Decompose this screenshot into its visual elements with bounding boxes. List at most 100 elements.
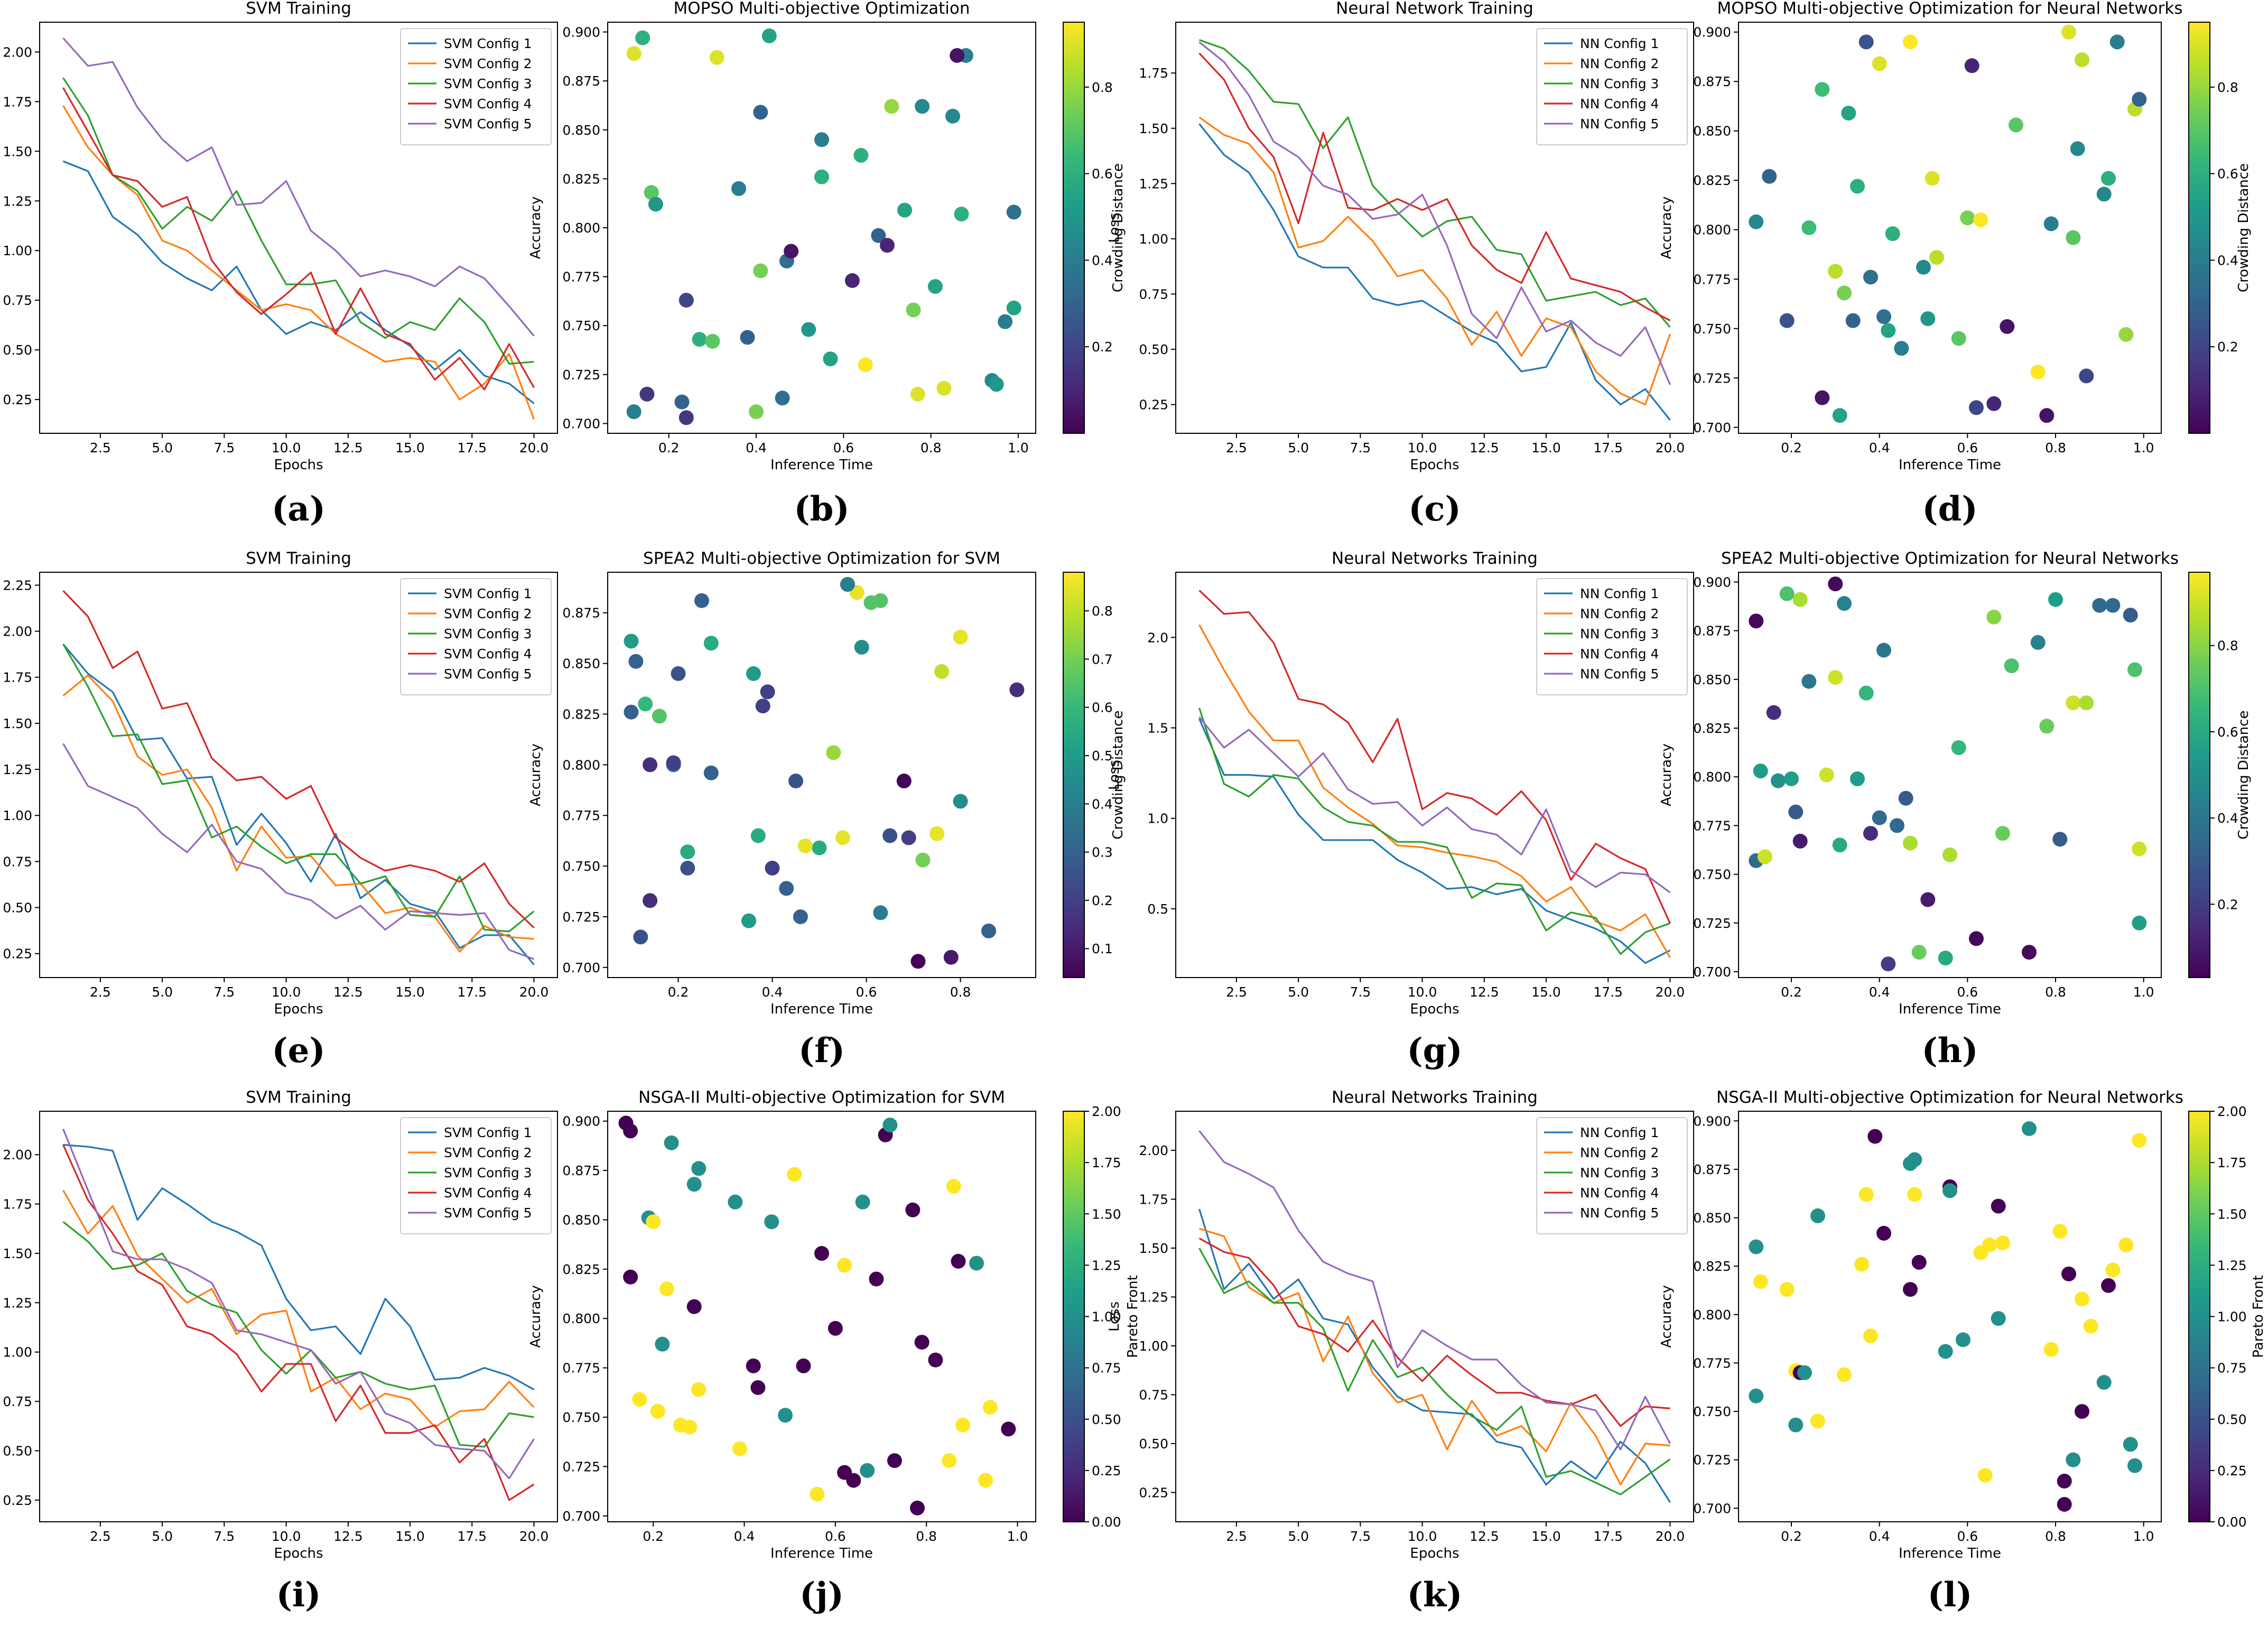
scatter-point [1986, 609, 2002, 625]
scatter-point [1753, 1274, 1768, 1289]
scatter-point [2092, 598, 2107, 613]
scatter-point [1938, 951, 1953, 966]
y-tick-label: 0.50 [3, 1444, 32, 1459]
colorbar-tick-label: 2.00 [1092, 1104, 1121, 1119]
panel-label: (j) [800, 1575, 844, 1615]
y-tick-label: 0.850 [1693, 672, 1731, 687]
y-tick-label: 0.875 [562, 73, 600, 89]
scatter-point [646, 1214, 661, 1230]
x-tick-label: 0.6 [1957, 1529, 1978, 1544]
x-tick-label: 0.2 [668, 984, 689, 1000]
x-tick-label: 1.0 [2133, 440, 2154, 455]
panel-f: SPEA2 Multi-objective Optimization for S… [528, 549, 1126, 1071]
scatter-point [1890, 818, 1904, 833]
x-tick-label: 12.5 [1470, 440, 1499, 455]
scatter-point [901, 830, 916, 845]
colorbar-tick-label: 0.7 [1092, 652, 1113, 667]
y-tick-label: 1.50 [1139, 1241, 1168, 1256]
scatter-point [2022, 1121, 2037, 1136]
scatter-point [2123, 608, 2138, 623]
scatter-point [1876, 643, 1891, 658]
y-tick-label: 0.725 [562, 367, 600, 383]
legend: SVM Config 1 SVM Config 2 SVM Config 3 SVM … [400, 1117, 552, 1234]
scatter-point [951, 1253, 966, 1269]
scatter-point [1837, 596, 1852, 611]
scatter-point [2043, 216, 2059, 231]
scatter-point [1801, 674, 1817, 689]
scatter-point [945, 108, 960, 124]
scatter-point [2043, 1342, 2059, 1357]
x-tick-label: 20.0 [519, 984, 549, 1000]
x-tick-label: 0.4 [746, 440, 767, 455]
x-tick-label: 0.8 [2045, 1529, 2066, 1544]
scatter-point [1749, 613, 1764, 629]
axes-frame [1738, 572, 2162, 978]
scatter-point [1788, 1417, 1804, 1433]
scatter-point [1872, 56, 1887, 71]
scatter-point [1006, 300, 1021, 315]
legend-box [400, 28, 552, 145]
panel-label: (h) [1921, 1031, 1978, 1071]
scatter-point [664, 1135, 679, 1150]
y-tick-label: 1.50 [3, 1246, 32, 1261]
scatter-point [705, 333, 720, 349]
panel-h: SPEA2 Multi-objective Optimization for N… [1659, 549, 2252, 1071]
series-line-1 [62, 643, 535, 965]
scatter-point [871, 228, 886, 243]
y-tick-label: 0.775 [562, 808, 600, 823]
y-tick-label: 1.25 [3, 762, 32, 777]
scatter-point [2118, 327, 2134, 342]
colorbar-tick-label: 0.4 [2217, 811, 2238, 826]
y-tick-label: 1.00 [1139, 231, 1168, 247]
chart-title: MOPSO Multi-objective Optimization [673, 0, 970, 18]
series-line-5 [62, 1128, 535, 1480]
scatter-point [840, 577, 855, 592]
x-tick-label: 0.6 [1957, 440, 1978, 455]
colorbar-tick-label: 0.1 [1092, 941, 1113, 956]
scatter-point [2075, 52, 2089, 68]
scatter-point [1810, 1208, 1825, 1223]
y-tick-label: 0.775 [562, 269, 600, 285]
x-tick-label: 0.2 [658, 440, 680, 455]
y-tick-label: 0.75 [3, 1394, 32, 1409]
scatter-point [784, 244, 799, 259]
legend-label: NN Config 5 [1580, 1205, 1659, 1221]
panel-label: (a) [272, 489, 326, 529]
colorbar [2188, 1111, 2210, 1522]
legend-label: SVM Config 3 [444, 76, 532, 91]
scatter-point [682, 1419, 698, 1435]
x-tick-label: 0.8 [950, 984, 971, 1000]
x-axis-label: Epochs [1410, 1001, 1459, 1017]
scatter-point [2052, 832, 2068, 847]
legend-label: SVM Config 1 [444, 36, 532, 51]
axes-frame [1738, 1111, 2162, 1522]
y-tick-label: 0.700 [562, 960, 600, 975]
x-axis-label: Inference Time [1899, 1546, 2001, 1561]
scatter-point [2039, 408, 2055, 423]
y-tick-label: 0.700 [1693, 964, 1731, 980]
scatter-point [982, 1400, 998, 1415]
y-tick-label: 1.00 [3, 243, 32, 258]
scatter-point [1986, 396, 2002, 411]
scatter-point [953, 794, 968, 809]
scatter-point [2101, 1278, 2116, 1293]
scatter-point [694, 593, 709, 608]
scatter-point [812, 840, 827, 855]
axes-frame [39, 22, 558, 434]
axes-frame [607, 1111, 1036, 1522]
y-tick-label: 0.750 [562, 1410, 600, 1425]
legend-label: SVM Config 2 [444, 56, 532, 71]
y-tick-label: 0.875 [562, 606, 600, 621]
y-tick-label: 0.75 [3, 293, 32, 308]
series-line-2 [62, 105, 535, 420]
panel-label: (b) [794, 489, 849, 529]
scatter-point [1973, 212, 1988, 227]
scatter-point [928, 1352, 943, 1368]
panel-e: SVM Training 2.5 5.0 7.5 10.0 12.5 15.0 17.5 20.… [3, 549, 558, 1071]
x-tick-label: 17.5 [1593, 984, 1623, 1000]
scatter-point [823, 351, 838, 367]
legend-label: SVM Config 3 [444, 626, 532, 641]
scatter-point [2096, 187, 2112, 202]
scatter-point [844, 273, 860, 288]
scatter-point [797, 838, 813, 853]
